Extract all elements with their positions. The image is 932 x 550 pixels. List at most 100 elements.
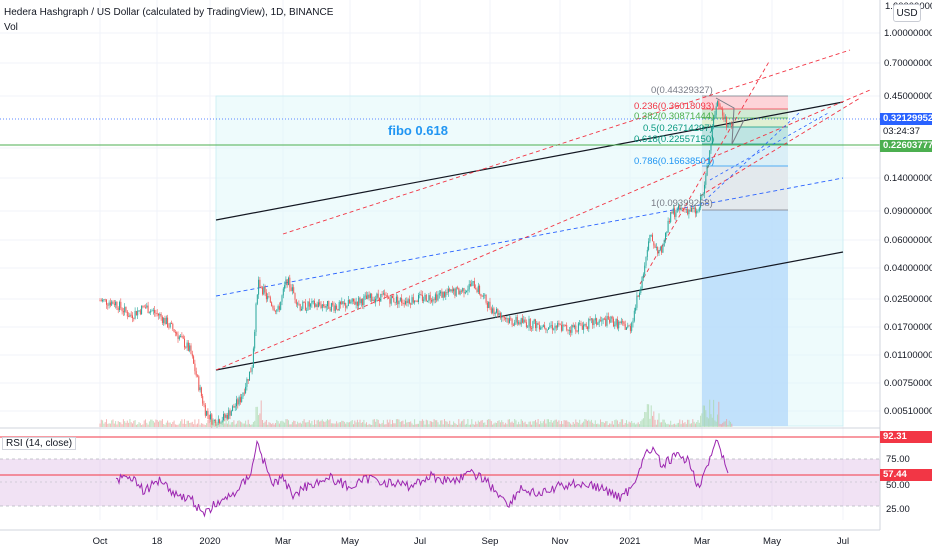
volume-bar bbox=[590, 419, 592, 427]
candle-body bbox=[433, 299, 435, 301]
candle-body bbox=[202, 396, 204, 404]
volume-bar bbox=[505, 422, 507, 427]
volume-bar bbox=[325, 420, 327, 427]
candle-body bbox=[241, 396, 243, 403]
candle-body bbox=[580, 323, 582, 326]
candle-body bbox=[454, 288, 456, 296]
candle-body bbox=[713, 117, 715, 128]
volume-bar bbox=[646, 404, 648, 427]
volume-bar bbox=[536, 422, 538, 427]
currency-button[interactable]: USD bbox=[893, 4, 921, 22]
volume-bar bbox=[609, 423, 611, 427]
volume-bar bbox=[492, 424, 494, 427]
candle-body bbox=[158, 313, 159, 316]
volume-bar bbox=[259, 413, 261, 427]
candle-body bbox=[731, 123, 733, 126]
volume-bar bbox=[588, 419, 590, 427]
candle-body bbox=[446, 292, 448, 293]
time-tick: 2021 bbox=[619, 536, 640, 547]
volume-bar bbox=[545, 423, 547, 427]
candle-body bbox=[727, 125, 729, 128]
volume-bar bbox=[719, 423, 721, 427]
volume-bar bbox=[295, 424, 297, 427]
volume-bar bbox=[317, 419, 319, 427]
candle-body bbox=[394, 301, 396, 303]
candle-body bbox=[338, 301, 340, 311]
volume-bar bbox=[225, 419, 227, 427]
candle-body bbox=[494, 312, 496, 315]
candle-body bbox=[111, 301, 113, 306]
candle-body bbox=[239, 397, 241, 403]
candle-body bbox=[327, 301, 328, 307]
volume-bar bbox=[661, 422, 663, 427]
candle-body bbox=[538, 324, 540, 330]
time-tick: Mar bbox=[694, 536, 710, 547]
candle-body bbox=[730, 123, 731, 125]
volume-bar bbox=[363, 419, 365, 427]
volume-bar bbox=[468, 424, 470, 427]
candle-body bbox=[291, 287, 293, 291]
volume-bar bbox=[154, 422, 156, 427]
candle-body bbox=[104, 299, 106, 301]
volume-bar bbox=[653, 411, 655, 427]
volume-bar bbox=[161, 419, 163, 427]
volume-bar bbox=[304, 422, 306, 427]
rsi-line bbox=[115, 439, 729, 518]
candle-body bbox=[606, 316, 608, 326]
volume-bar bbox=[275, 423, 276, 427]
candle-body bbox=[470, 284, 471, 287]
candle-body bbox=[429, 295, 431, 300]
candle-body bbox=[262, 287, 263, 295]
volume-bar bbox=[707, 418, 709, 427]
candle-body bbox=[587, 327, 588, 329]
candle-body bbox=[337, 308, 339, 311]
volume-bar bbox=[316, 420, 318, 427]
candle-body bbox=[302, 301, 304, 309]
volume-bar bbox=[485, 424, 487, 427]
volume-bar bbox=[189, 422, 191, 427]
candle-body bbox=[254, 332, 256, 349]
volume-bar bbox=[395, 419, 397, 427]
volume-bar bbox=[341, 420, 343, 427]
green-level-tag: 0.22603777 bbox=[880, 140, 932, 152]
candle-body bbox=[134, 310, 136, 319]
volume-bar bbox=[155, 419, 157, 427]
volume-bar bbox=[250, 424, 252, 427]
volume-bar bbox=[559, 424, 561, 427]
volume-bar bbox=[354, 420, 356, 427]
volume-bar bbox=[112, 419, 114, 427]
volume-bar bbox=[441, 420, 443, 427]
candle-body bbox=[498, 312, 500, 316]
volume-bar bbox=[722, 422, 724, 427]
candle-body bbox=[524, 319, 526, 323]
volume-bar bbox=[403, 424, 405, 427]
candle-body bbox=[681, 207, 683, 209]
candle-body bbox=[723, 115, 725, 120]
candle-body bbox=[194, 363, 196, 372]
candle-body bbox=[420, 294, 422, 295]
candle-body bbox=[432, 299, 434, 302]
volume-bar bbox=[198, 419, 200, 427]
volume-bar bbox=[531, 424, 533, 427]
candle-body bbox=[333, 304, 335, 311]
candle-body bbox=[549, 325, 551, 328]
volume-bar bbox=[467, 419, 469, 427]
volume-bar bbox=[373, 419, 375, 427]
candle-body bbox=[163, 317, 165, 323]
volume-bar bbox=[211, 424, 213, 427]
candle-body bbox=[467, 289, 469, 291]
candle-body bbox=[340, 301, 341, 305]
candle-body bbox=[709, 150, 711, 165]
volume-bar bbox=[414, 419, 416, 427]
candle-body bbox=[667, 220, 669, 233]
candle-body bbox=[581, 325, 583, 330]
volume-bar bbox=[425, 419, 427, 427]
candle-body bbox=[329, 308, 331, 311]
candle-body bbox=[181, 336, 183, 337]
volume-bar bbox=[186, 420, 188, 427]
candle-body bbox=[314, 300, 315, 307]
volume-bar bbox=[636, 423, 638, 427]
candle-body bbox=[528, 318, 530, 327]
rsi-band bbox=[0, 459, 880, 506]
